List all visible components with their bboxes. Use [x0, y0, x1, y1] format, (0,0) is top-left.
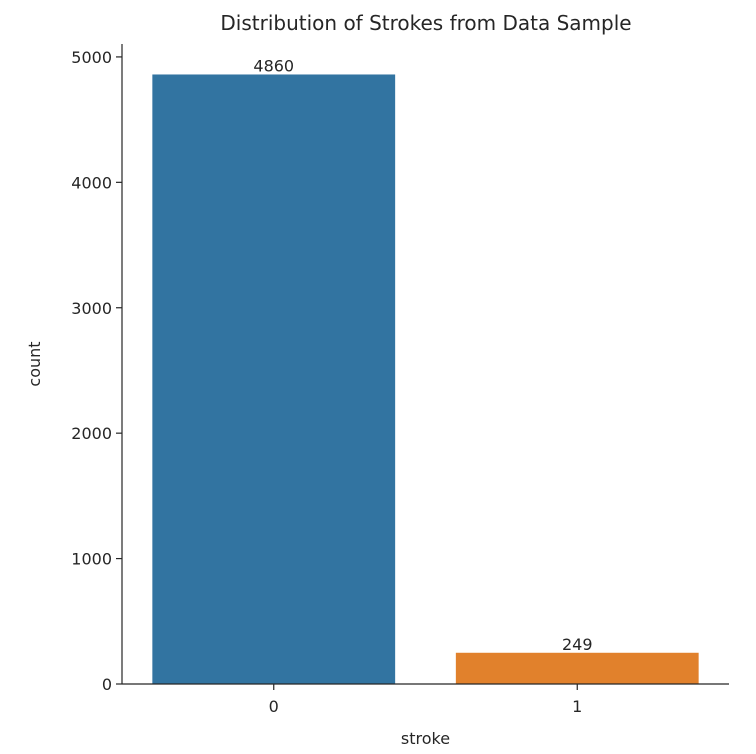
- y-tick-label: 4000: [71, 173, 112, 192]
- bars-layer: 4860 249: [152, 56, 699, 685]
- y-tick-label: 3000: [71, 299, 112, 318]
- y-tick-label: 5000: [71, 48, 112, 67]
- y-axis-ticks: 0 1000 2000 3000 4000 5000: [71, 48, 122, 694]
- chart-title: Distribution of Strokes from Data Sample: [220, 11, 631, 35]
- y-tick-label: 2000: [71, 424, 112, 443]
- data-label-0: 4860: [253, 56, 294, 75]
- y-tick-label: 0: [102, 675, 112, 694]
- x-axis-label: stroke: [401, 729, 450, 748]
- x-tick-label: 0: [269, 697, 279, 716]
- data-label-1: 249: [562, 635, 593, 654]
- bar-1: [455, 652, 699, 684]
- bar-0: [152, 74, 396, 685]
- x-tick-label: 1: [572, 697, 582, 716]
- y-axis-label: count: [25, 341, 44, 386]
- y-tick-label: 1000: [71, 550, 112, 569]
